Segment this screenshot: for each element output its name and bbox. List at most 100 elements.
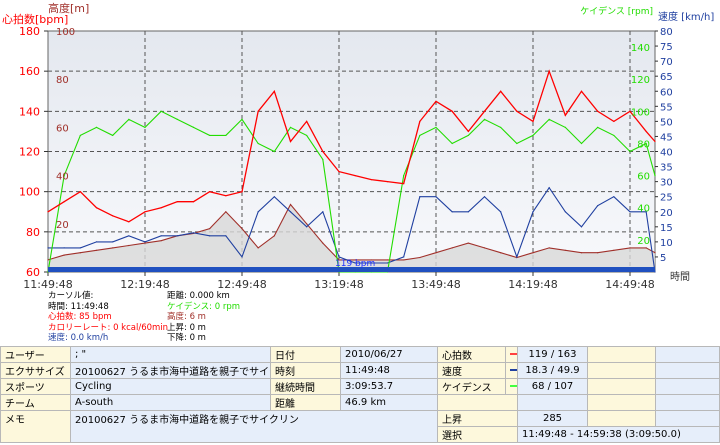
speed-tick-label: 20 — [660, 208, 673, 219]
distance-value: 46.9 km — [340, 394, 438, 411]
cursor-cadence: ケイデンス: 0 rpm — [167, 301, 241, 312]
selection-label: 選択 — [437, 426, 518, 443]
data-point-speed — [306, 226, 308, 228]
exercise-value[interactable]: 20100627 うるま市海中道路を親子でサイクリ — [70, 362, 271, 379]
speed-tick-label: 25 — [660, 193, 673, 204]
data-point-heart_rate — [354, 175, 356, 177]
data-point-speed — [225, 235, 227, 237]
time-tick-label: 12:19:48 — [120, 278, 169, 290]
data-point-speed — [451, 211, 453, 213]
data-point-altitude — [257, 247, 259, 249]
memo-value[interactable]: 20100627 うるま市海中道路を親子でサイクリン — [70, 410, 438, 443]
date-value: 2010/06/27 — [340, 346, 438, 363]
hr-label: 心拍数 — [437, 346, 506, 363]
data-point-cadence — [580, 142, 583, 145]
data-point-altitude — [338, 259, 340, 261]
data-point-altitude — [273, 235, 275, 237]
ascent-label: 上昇 — [437, 410, 518, 427]
speed-legend-swatch — [510, 369, 517, 371]
data-point-heart_rate — [79, 191, 81, 193]
cadence-tick-label: 80 — [637, 139, 650, 150]
cadence-tick-label: 100 — [631, 107, 650, 118]
selection-bar — [48, 267, 655, 272]
data-point-speed — [63, 247, 65, 249]
data-point-speed — [532, 211, 534, 213]
data-point-heart_rate — [176, 201, 178, 203]
data-point-speed — [386, 262, 389, 264]
data-point-speed — [564, 211, 566, 213]
data-point-cadence — [467, 134, 469, 137]
speed-tick-label: 15 — [660, 223, 673, 234]
data-point-altitude — [306, 223, 308, 225]
speed-tick-label: 35 — [660, 163, 673, 174]
altitude-tick-label: 100 — [56, 27, 75, 38]
data-point-altitude — [79, 252, 81, 254]
data-point-cadence — [289, 126, 292, 128]
team-value[interactable]: A-south — [70, 394, 271, 411]
data-point-altitude — [419, 256, 421, 259]
cursor-descent: 下降: 0 m — [167, 333, 206, 344]
user-label: ユーザー — [0, 346, 71, 363]
data-point-heart_rate — [370, 179, 372, 181]
data-point-cadence — [306, 134, 308, 137]
data-point-heart_rate — [419, 120, 421, 122]
cursor-hr: 心拍数: 85 bpm — [48, 312, 112, 323]
data-point-cadence — [128, 118, 130, 120]
cadence-value: 68 / 107 — [517, 378, 588, 395]
data-point-heart_rate — [483, 110, 486, 112]
data-point-speed — [112, 241, 114, 243]
user-value[interactable]: ; " — [70, 346, 271, 363]
data-point-heart_rate — [613, 120, 615, 122]
data-point-heart_rate — [225, 195, 227, 197]
data-point-altitude — [95, 249, 98, 251]
exercise-label: エクササイズ — [0, 362, 71, 379]
data-point-cadence — [435, 126, 437, 128]
data-point-cadence — [209, 134, 211, 137]
data-point-cadence — [483, 118, 486, 120]
data-point-altitude — [112, 247, 114, 249]
data-point-heart_rate — [112, 215, 114, 217]
data-point-cadence — [160, 110, 162, 112]
speed-tick-label: 30 — [660, 178, 673, 189]
hr-legend-swatch — [510, 353, 517, 355]
data-point-cadence — [548, 118, 550, 120]
hr-tick-label: 100 — [19, 186, 40, 199]
data-point-speed — [354, 262, 356, 264]
altitude-tick-label: 60 — [56, 123, 69, 134]
speed-tick-label: 65 — [660, 72, 673, 83]
data-point-altitude — [629, 247, 631, 249]
data-point-cadence — [79, 134, 81, 137]
data-point-heart_rate — [403, 183, 405, 185]
cursor-altitude: 高度: 6 m — [167, 312, 206, 323]
data-point-altitude — [467, 242, 469, 244]
hr-tick-label: 80 — [26, 226, 40, 239]
data-point-altitude — [209, 228, 211, 230]
cadence-tick-label: 140 — [631, 43, 650, 54]
data-point-heart_rate — [500, 90, 502, 92]
cursor-values-right: 距離: 0.000 km ケイデンス: 0 rpm 高度: 6 m 上昇: 0 … — [167, 291, 240, 344]
data-point-cadence — [645, 142, 647, 145]
data-point-heart_rate — [564, 114, 566, 116]
data-point-altitude — [435, 252, 437, 254]
distance-label: 距離 — [270, 394, 341, 411]
memo-label: メモ — [0, 410, 71, 443]
data-point-altitude — [451, 247, 453, 249]
data-point-cadence — [516, 142, 518, 145]
data-point-speed — [209, 235, 211, 237]
sport-value[interactable]: Cycling — [70, 378, 271, 395]
data-point-altitude — [654, 252, 656, 254]
cursor-distance: 距離: 0.000 km — [167, 291, 230, 301]
speed-tick-label: 75 — [660, 42, 673, 53]
time-tick-label: 12:49:48 — [217, 278, 266, 290]
cursor-ascent: 上昇: 0 m — [167, 322, 206, 333]
activity-chart[interactable]: 60 80 100 120 140 160 180 20 40 60 80 100 20 40 60 80 10… — [0, 0, 720, 290]
data-point-speed — [629, 211, 631, 213]
date-label: 日付 — [270, 346, 341, 363]
cursor-title: カーソル値: — [48, 291, 94, 301]
data-point-cadence — [225, 134, 227, 137]
speed-tick-label: 45 — [660, 132, 673, 143]
cadence-label: ケイデンス — [437, 378, 506, 395]
data-point-speed — [370, 262, 372, 264]
data-point-cadence — [273, 150, 275, 153]
data-point-altitude — [500, 252, 502, 254]
